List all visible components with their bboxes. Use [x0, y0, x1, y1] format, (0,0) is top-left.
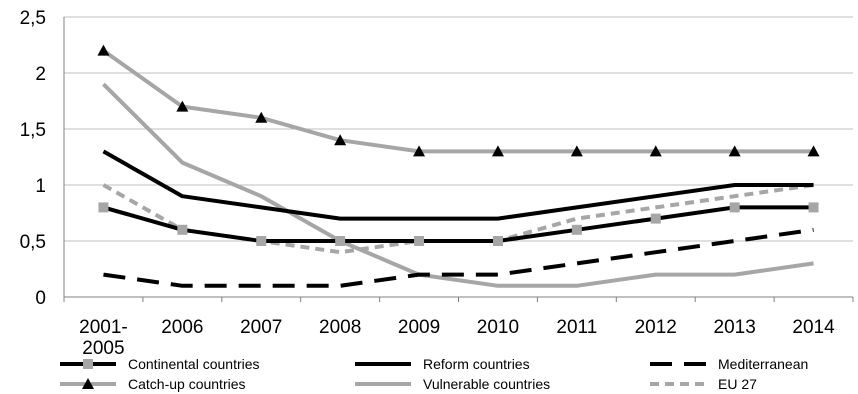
- x-tick-label: 2013: [714, 317, 756, 338]
- x-tick-label: 2011: [556, 317, 597, 338]
- series-mediterranean: [103, 227, 814, 288]
- series-line: [103, 227, 814, 288]
- x-tick-label-line: 2006: [161, 317, 203, 338]
- x-tick-label-line: 2009: [398, 317, 440, 338]
- x-tick-label: 2008: [319, 317, 361, 338]
- legend-item: Mediterranean: [650, 356, 808, 372]
- y-tick-label: 0,5: [20, 232, 46, 253]
- legend-item: Catch-up countries: [60, 376, 246, 392]
- legend-label: Continental countries: [128, 356, 260, 372]
- legend-label: Mediterranean: [718, 356, 808, 372]
- marker-triangle: [82, 378, 94, 389]
- marker-triangle: [255, 111, 268, 123]
- legend-label: Vulnerable countries: [423, 376, 550, 392]
- marker-square: [256, 236, 267, 246]
- marker-square: [571, 224, 582, 235]
- legend-item: Continental countries: [60, 356, 260, 372]
- series-line: [102, 149, 814, 221]
- x-tick-label-line: 2012: [635, 317, 677, 338]
- y-axis: 0 0,5 1 1,5 2 2,5: [20, 8, 65, 309]
- x-tick-label: 2010: [477, 317, 519, 338]
- x-tick-label-line: 2007: [240, 317, 282, 338]
- marker-triangle: [176, 100, 189, 112]
- series-lines: [97, 44, 820, 288]
- legend-label: EU 27: [718, 376, 757, 392]
- y-tick-label: 1: [35, 176, 46, 197]
- series-catch-up-countries: [97, 44, 820, 157]
- x-tick-label-line: 2011: [556, 317, 597, 338]
- marker-square: [83, 359, 93, 369]
- y-tick-label: 2: [35, 64, 46, 85]
- marker-square: [808, 202, 819, 213]
- legend-item: EU 27: [650, 376, 757, 392]
- legend-item: Vulnerable countries: [355, 376, 550, 392]
- x-tick-label-line: 2013: [714, 317, 756, 338]
- series-line: [102, 205, 814, 243]
- legend: Continental countries Reform countries Med…: [60, 356, 808, 392]
- y-tick-label: 2,5: [20, 8, 46, 29]
- marker-square: [177, 224, 188, 235]
- marker-triangle: [649, 145, 662, 157]
- x-axis: 2001-2005 2006 2007 2008 2009 2010 2011 2012 201…: [63, 296, 854, 359]
- x-tick-label: 2009: [398, 317, 440, 338]
- legend-label: Catch-up countries: [128, 376, 246, 392]
- marker-triangle: [807, 145, 820, 157]
- y-tick-label: 1,5: [20, 120, 46, 141]
- marker-triangle: [491, 145, 504, 157]
- x-tick-label: 2014: [792, 317, 835, 338]
- marker-square: [729, 202, 740, 213]
- marker-square: [335, 236, 346, 246]
- legend-label: Reform countries: [423, 356, 530, 372]
- marker-square: [492, 236, 503, 246]
- x-tick-label-line: 2005: [82, 338, 124, 359]
- series-line: [102, 48, 814, 154]
- y-tick-label: 0: [35, 288, 46, 309]
- legend-item: Reform countries: [355, 356, 530, 372]
- x-tick-label: 2007: [240, 317, 282, 338]
- x-tick-label-line: 2014: [792, 317, 835, 338]
- marker-triangle: [334, 134, 347, 146]
- marker-triangle: [570, 145, 583, 157]
- marker-triangle: [728, 145, 741, 157]
- marker-square: [98, 202, 109, 213]
- x-tick-label-line: 2010: [477, 317, 519, 338]
- x-tick-label-line: 2008: [319, 317, 361, 338]
- series-line: [102, 82, 814, 288]
- series-continental-countries: [98, 202, 819, 246]
- marker-square: [414, 236, 425, 246]
- marker-square: [650, 213, 661, 224]
- x-tick-label-line: 2001-: [79, 317, 128, 338]
- marker-triangle: [413, 145, 426, 157]
- x-tick-label: 2001-2005: [79, 317, 128, 359]
- series-vulnerable-countries: [102, 82, 814, 288]
- x-tick-label: 2012: [635, 317, 677, 338]
- x-tick-label: 2006: [161, 317, 203, 338]
- series-reform-countries: [102, 149, 814, 221]
- marker-triangle: [97, 44, 110, 56]
